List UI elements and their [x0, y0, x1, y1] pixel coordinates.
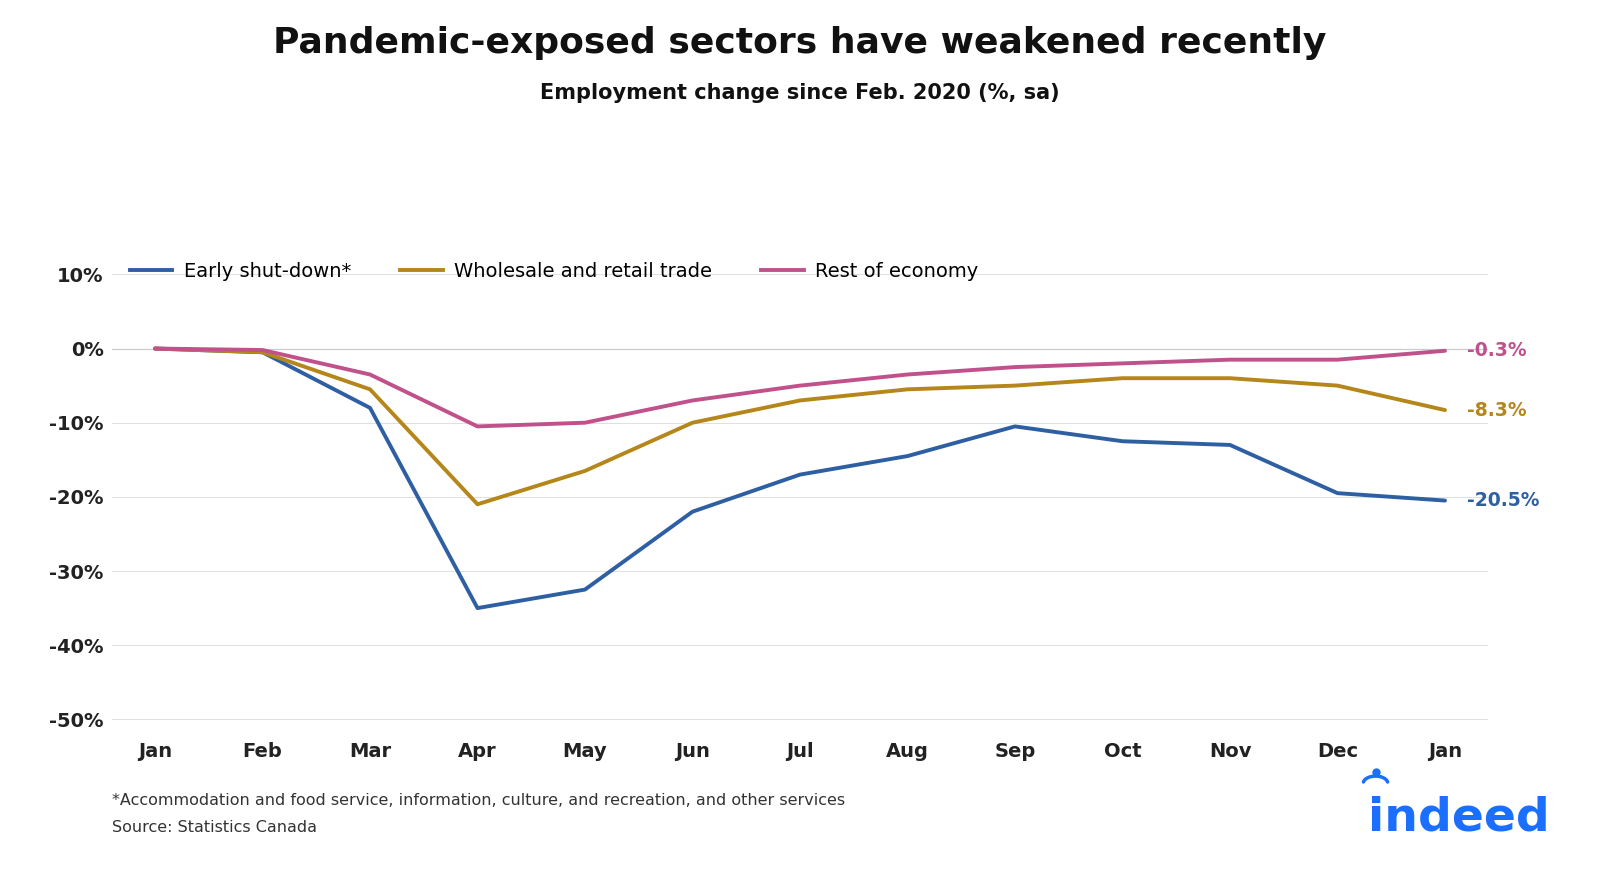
Text: Pandemic-exposed sectors have weakened recently: Pandemic-exposed sectors have weakened r… [274, 26, 1326, 60]
Text: Source: Statistics Canada: Source: Statistics Canada [112, 820, 317, 835]
Text: -0.3%: -0.3% [1467, 341, 1526, 360]
Text: -20.5%: -20.5% [1467, 491, 1539, 510]
Text: Employment change since Feb. 2020 (%, sa): Employment change since Feb. 2020 (%, sa… [541, 83, 1059, 103]
Text: indeed: indeed [1368, 796, 1550, 841]
Legend: Early shut-down*, Wholesale and retail trade, Rest of economy: Early shut-down*, Wholesale and retail t… [122, 254, 987, 289]
Text: *Accommodation and food service, information, culture, and recreation, and other: *Accommodation and food service, informa… [112, 794, 845, 808]
Text: -8.3%: -8.3% [1467, 400, 1526, 420]
